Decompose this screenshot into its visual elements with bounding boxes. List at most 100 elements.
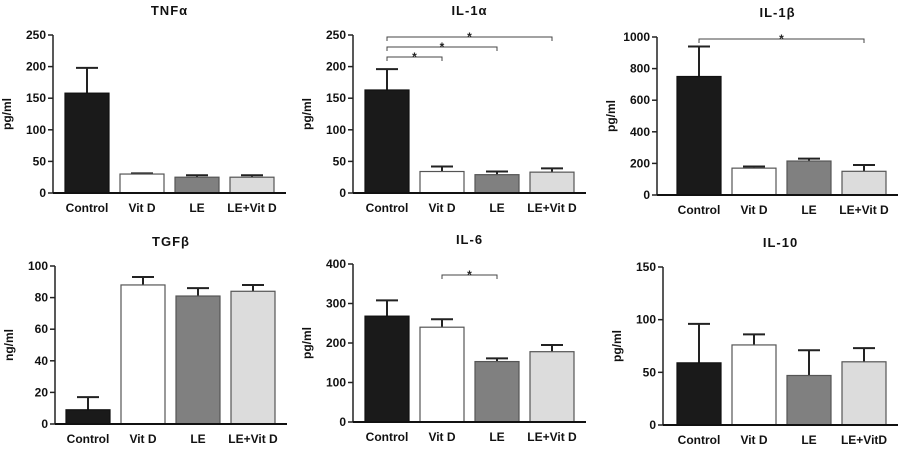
y-tick-label: 100 xyxy=(326,376,346,390)
y-tick-label: 0 xyxy=(339,415,346,429)
category-label: LE xyxy=(489,430,504,444)
y-tick-label: 150 xyxy=(326,91,346,105)
y-tick-label: 60 xyxy=(35,322,49,336)
y-tick-label: 50 xyxy=(33,154,47,168)
chart-title: IL-1β xyxy=(759,5,795,20)
significance-bracket xyxy=(386,46,498,51)
y-tick-label: 100 xyxy=(28,259,48,273)
bar-vit-d xyxy=(419,170,465,194)
y-tick-label: 100 xyxy=(636,313,656,327)
bar-control xyxy=(64,92,110,194)
bar-vit-d xyxy=(419,326,465,423)
panel-il-1-: IL-1α pg/ml Control Vit D LE LE+Vit D 0 50 100 15… xyxy=(300,3,586,215)
significance-star: * xyxy=(467,268,472,282)
category-label: LE+Vit D xyxy=(839,203,889,217)
significance-bracket xyxy=(441,274,498,279)
bar-le-vit-d xyxy=(529,351,575,423)
y-tick-label: 200 xyxy=(26,60,46,74)
panel-tnf-: TNFα pg/ml Control Vit D LE LE+Vit D 0 50 100 150… xyxy=(0,3,286,215)
y-tick-label: 40 xyxy=(35,354,49,368)
y-tick-label: 1000 xyxy=(623,30,650,44)
chart-title: TNFα xyxy=(151,3,188,18)
panel-tgf-: TGFβ ng/ml Control Vit D LE LE+Vit D 0 20 40 60 80… xyxy=(2,234,287,446)
category-label: Vit D xyxy=(128,201,155,215)
category-label: Control xyxy=(66,201,109,215)
y-tick-label: 0 xyxy=(339,186,346,200)
y-axis-label: pg/ml xyxy=(604,100,618,132)
y-tick-label: 800 xyxy=(630,62,650,76)
panel-il-6: IL-6 pg/ml Control Vit D LE LE+Vit D 0 100 200 30… xyxy=(300,232,586,444)
y-tick-label: 0 xyxy=(41,417,48,431)
y-tick-label: 50 xyxy=(643,365,657,379)
bar-le xyxy=(474,360,520,423)
category-label: Vit D xyxy=(428,430,455,444)
category-label: Vit D xyxy=(428,201,455,215)
y-tick-label: 20 xyxy=(35,385,49,399)
bar-le xyxy=(174,176,220,194)
bar-le xyxy=(175,295,221,425)
bar-control xyxy=(364,315,410,423)
bar-le-vit-d xyxy=(841,170,887,196)
y-axis-label: pg/ml xyxy=(300,98,314,130)
bar-vit-d xyxy=(119,173,165,194)
y-tick-label: 0 xyxy=(649,418,656,432)
chart-title: IL-10 xyxy=(763,235,798,250)
category-label: Vit D xyxy=(740,203,767,217)
category-label: LE+Vit D xyxy=(228,432,278,446)
category-label: Control xyxy=(366,430,409,444)
bar-vit-d xyxy=(120,284,166,425)
significance-star: * xyxy=(467,30,472,44)
y-axis-label: pg/ml xyxy=(300,327,314,359)
category-label: Vit D xyxy=(740,433,767,447)
category-label: LE xyxy=(801,203,816,217)
bar-le-vitd xyxy=(841,361,887,426)
significance-star: * xyxy=(440,40,445,54)
category-label: LE xyxy=(190,432,205,446)
y-tick-label: 100 xyxy=(26,123,46,137)
category-label: Vit D xyxy=(129,432,156,446)
bar-control xyxy=(364,89,410,194)
y-axis-label: pg/ml xyxy=(0,98,14,130)
y-tick-label: 0 xyxy=(39,186,46,200)
bar-le-vit-d xyxy=(529,171,575,194)
y-tick-label: 250 xyxy=(26,28,46,42)
significance-star: * xyxy=(412,50,417,64)
bar-vit-d xyxy=(731,167,777,196)
y-tick-label: 400 xyxy=(326,257,346,271)
bar-le-vit-d xyxy=(230,290,276,425)
y-tick-label: 50 xyxy=(333,154,347,168)
category-label: LE+VitD xyxy=(841,433,887,447)
y-tick-label: 200 xyxy=(326,336,346,350)
bar-le xyxy=(474,174,520,194)
y-tick-label: 150 xyxy=(26,91,46,105)
chart-title: IL-6 xyxy=(456,232,483,247)
chart-title: TGFβ xyxy=(152,234,190,249)
category-label: Control xyxy=(678,203,721,217)
category-label: Control xyxy=(678,433,721,447)
bar-le xyxy=(786,374,832,426)
significance-bracket xyxy=(386,56,443,61)
significance-star: * xyxy=(779,32,784,46)
category-label: LE+Vit D xyxy=(227,201,277,215)
significance-bracket xyxy=(698,38,865,43)
category-label: LE+Vit D xyxy=(527,430,577,444)
y-axis-label: ng/ml xyxy=(2,329,16,361)
bar-le-vit-d xyxy=(229,176,275,194)
y-tick-label: 400 xyxy=(630,125,650,139)
category-label: LE xyxy=(489,201,504,215)
y-tick-label: 80 xyxy=(35,291,49,305)
bar-control xyxy=(65,409,111,425)
category-label: Control xyxy=(67,432,110,446)
y-tick-label: 250 xyxy=(326,28,346,42)
bar-le xyxy=(786,160,832,196)
bar-control xyxy=(676,75,722,196)
bar-vit-d xyxy=(731,344,777,426)
y-tick-label: 0 xyxy=(643,188,650,202)
category-label: LE xyxy=(801,433,816,447)
bar-control xyxy=(676,362,722,426)
y-tick-label: 150 xyxy=(636,260,656,274)
y-axis-label: pg/ml xyxy=(610,330,624,362)
category-label: LE+Vit D xyxy=(527,201,577,215)
panel-il-10: IL-10 pg/ml Control Vit D LE LE+VitD 0 50 100 150 xyxy=(610,235,898,447)
